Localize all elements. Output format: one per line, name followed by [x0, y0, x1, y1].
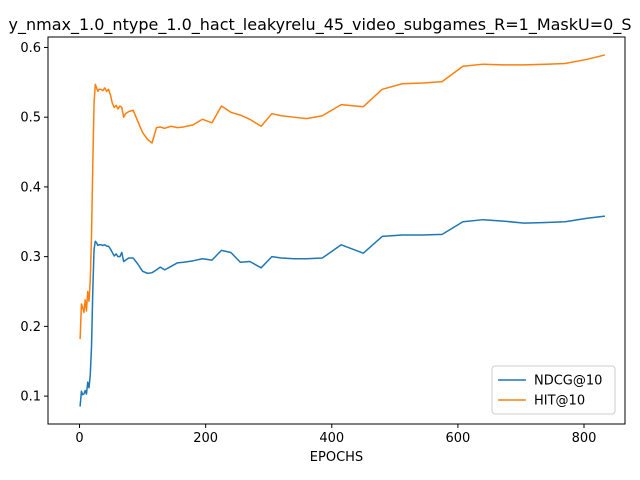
- chart-title: y_nmax_1.0_ntype_1.0_hact_leakyrelu_45_v…: [9, 15, 632, 35]
- y-tick-label: 0.5: [20, 111, 41, 126]
- plot-area-frame: [47, 36, 626, 425]
- series-line-hit-10: [79, 54, 606, 340]
- legend-box: [491, 365, 616, 415]
- x-axis-label: EPOCHS: [310, 450, 363, 465]
- legend-label: HIT@10: [534, 394, 585, 409]
- legend-label: NDCG@10: [534, 374, 602, 389]
- x-tick-label: 400: [319, 431, 344, 446]
- series-layer: [79, 54, 606, 407]
- y-tick-label: 0.6: [20, 41, 41, 56]
- x-axis: 0 200 400 600 800: [75, 424, 596, 446]
- legend: NDCG@10 HIT@10: [491, 365, 616, 415]
- y-tick-label: 0.2: [20, 320, 41, 335]
- x-tick-label: 200: [193, 431, 218, 446]
- y-tick-label: 0.3: [20, 250, 41, 265]
- y-tick-label: 0.1: [20, 390, 41, 405]
- x-tick-label: 800: [572, 431, 597, 446]
- y-tick-label: 0.4: [20, 180, 41, 195]
- x-tick-label: 0: [75, 431, 83, 446]
- series-line-ndcg-10: [79, 215, 606, 407]
- y-axis: 0.1 0.2 0.3 0.4 0.5 0.6: [20, 41, 48, 405]
- x-tick-label: 600: [445, 431, 470, 446]
